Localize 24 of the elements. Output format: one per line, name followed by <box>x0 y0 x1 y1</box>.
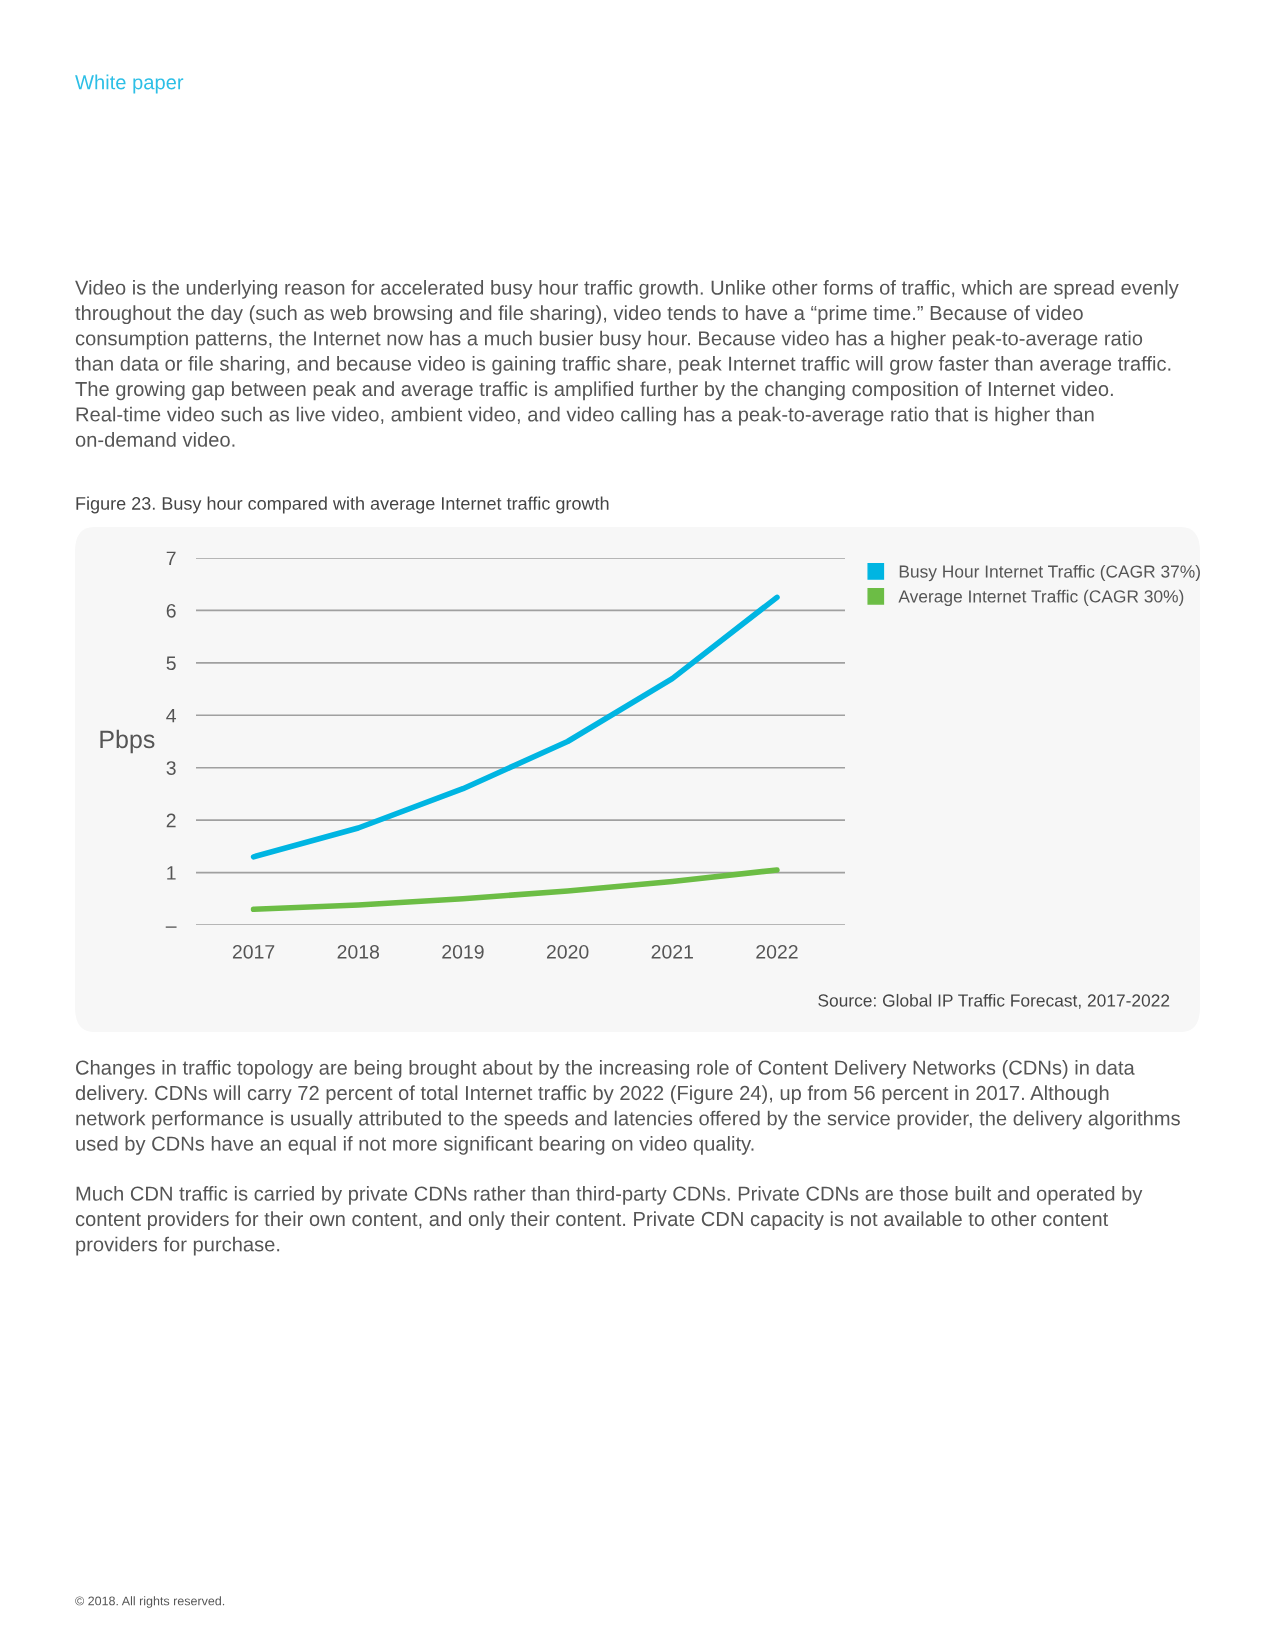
x-tick-label: 2022 <box>756 944 798 959</box>
chart-title: Figure 23. Busy hour compared with average Internet traffic growth <box>76 496 609 514</box>
x-tick-label: 2017 <box>232 944 275 959</box>
source-note: Source: Global IP Traffic Forecast, 2017-2022 <box>818 993 1170 1009</box>
text: Video is the underlying reason for accelerated busy hour traffic growth. Unlike other forms of traffic, which are spread evenly throughout the day (such as web browsing and file sharing), video tends to have a “prime time.” Because of video consumption patterns, the Internet now has a much busier busy hour. Because video has a higher peak-to-average ratio than data or file sharing, and because video is gaining traffic share, peak Internet traffic will grow faster than average traffic. The growing gap between peak and average traffic is amplified further by the changing composition of Internet video. Real-time video such as live video, ambient video, and video calling has a peak-to-average ratio that is higher than on-demand video. <box>75 280 1179 447</box>
text: White paper <box>75 74 184 94</box>
x-tick-label: 2019 <box>442 944 484 959</box>
y-tick-label: 6 <box>166 603 176 618</box>
y-tick-label: – <box>165 926 177 928</box>
y-axis-title: Pbps <box>100 729 155 754</box>
legend-label: Busy Hour Internet Traffic (CAGR 37%) <box>899 564 1200 582</box>
y-tick-label: 5 <box>166 656 176 671</box>
text: Changes in traffic topology are being brought about by the increasing role of Content Delivery Networks (CDNs) in data delivery. CDNs will carry 72 percent of total Internet traffic by 2022 (Figure 24), up from 56 percent in 2017. Although network performance is usually attributed to the speeds and latencies offered by the service provider, the delivery algorithms used by CDNs have an equal if not more significant bearing on video quality. <box>75 1060 1180 1155</box>
y-tick-label: 4 <box>166 708 176 723</box>
y-tick-label: 7 <box>166 551 176 566</box>
y-tick-label: 2 <box>166 813 176 828</box>
x-tick-label: 2018 <box>337 944 380 959</box>
text: © 2018. All rights reserved. <box>75 1596 225 1608</box>
y-tick-label: 1 <box>167 866 176 880</box>
text: Much CDN traffic is carried by private CDNs rather than third-party CDNs. Private CDNs are those built and operated by content providers for their own content, and only their content. Private CDN capacity is not available to other content providers for purchase. <box>75 1186 1143 1256</box>
legend-label: Average Internet Traffic (CAGR 30%) <box>898 589 1184 606</box>
y-tick-label: 3 <box>166 761 176 775</box>
x-tick-label: 2020 <box>546 944 589 959</box>
x-tick-label: 2021 <box>651 944 693 959</box>
